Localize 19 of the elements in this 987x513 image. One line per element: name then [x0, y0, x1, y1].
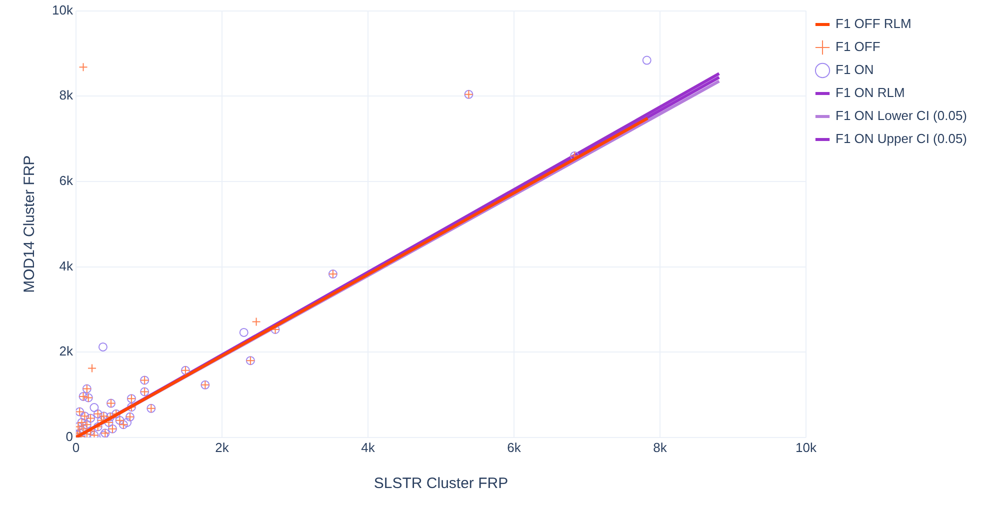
x-tick-label: 2k [215, 440, 230, 455]
x-tick-label: 8k [653, 440, 668, 455]
x-tick-label: 6k [507, 440, 522, 455]
y-tick-label: 0 [66, 428, 73, 444]
legend-label: F1 ON RLM [836, 85, 905, 100]
y-tick-label: 10k [52, 2, 74, 18]
legend-label: F1 OFF [836, 39, 880, 54]
legend-label: F1 ON Upper CI (0.05) [836, 131, 968, 146]
y-axis-title: MOD14 Cluster FRP [21, 155, 38, 293]
legend-label: F1 ON [836, 62, 874, 78]
y-tick-label: 6k [59, 173, 74, 188]
legend-label: F1 OFF RLM [836, 16, 912, 32]
y-tick-label: 8k [59, 88, 74, 103]
x-tick-label: 4k [361, 440, 376, 455]
x-tick-label: 10k [796, 440, 817, 455]
y-tick-label: 4k [59, 258, 74, 274]
x-axis-title: SLSTR Cluster FRP [374, 475, 508, 492]
y-tick-label: 2k [59, 344, 74, 359]
legend-label: F1 ON Lower CI (0.05) [836, 108, 968, 124]
